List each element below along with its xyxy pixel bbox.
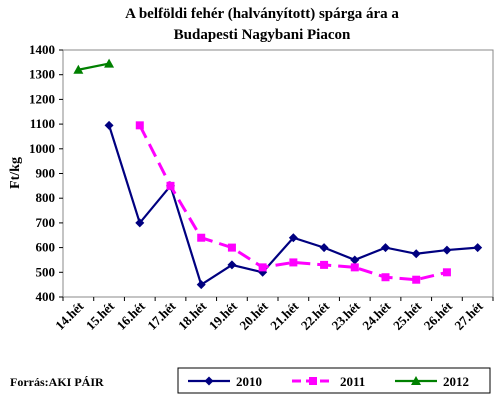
y-tick-label: 400 [36,289,56,304]
chart-title-line-1: A belföldi fehér (halványított) spárga á… [125,6,399,22]
data-point-2011 [350,263,359,272]
x-tick-label: 18.hét [175,298,210,333]
data-point-2010 [288,233,298,243]
legend-marker-2011 [309,377,317,385]
x-tick-label: 14.hét [52,298,87,333]
data-point-2012 [104,58,115,68]
data-point-2011 [197,233,206,242]
y-tick-label: 1000 [29,141,55,156]
x-tick-label: 20.hét [236,298,271,333]
data-point-2010 [473,243,483,253]
x-tick-label: 27.hét [451,298,486,333]
x-tick-label: 17.hét [144,298,179,333]
series-2012 [73,58,115,74]
legend-marker-2012 [411,376,421,385]
data-point-2012 [73,64,84,74]
data-point-2011 [166,181,175,190]
y-tick-label: 500 [36,264,56,279]
y-tick-label: 1100 [30,116,55,131]
y-tick-label: 600 [36,240,56,255]
data-point-2010 [104,120,114,130]
data-point-2011 [258,263,267,272]
data-point-2011 [227,243,236,252]
x-tick-label: 26.hét [421,298,456,333]
y-axis-label: Ft/kg [8,157,23,189]
legend-marker-2010 [204,376,214,386]
data-point-2011 [442,268,451,277]
x-tick-label: 19.hét [206,298,241,333]
y-tick-label: 900 [36,166,56,181]
y-tick-label: 800 [36,190,56,205]
data-point-2011 [320,260,329,269]
legend: 2010 2011 2012 [177,367,491,394]
data-point-2011 [289,258,298,267]
legend-label-2011: 2011 [340,374,365,389]
x-tick-label: 24.hét [359,298,394,333]
data-point-2010 [135,218,145,228]
y-tick-label: 700 [36,215,56,230]
y-tick-label: 1400 [29,42,55,57]
data-point-2011 [135,121,144,130]
series-2011 [135,121,451,284]
x-tick-label: 21.hét [267,298,302,333]
y-tick-label: 1300 [29,67,55,82]
x-tick-label: 16.hét [114,298,149,333]
data-point-2010 [227,260,237,270]
y-tick-label: 1200 [29,91,55,106]
plot-area [62,49,494,298]
data-point-2010 [381,243,390,253]
series-layer [73,58,483,290]
data-point-2010 [196,280,206,290]
source-note: Forrás:AKI PÁIR [10,375,104,389]
data-point-2010 [350,255,360,265]
series-line-2012 [78,62,110,71]
series-line-2011 [138,124,448,282]
data-point-2010 [411,249,421,259]
x-tick-label: 23.hét [329,298,364,333]
legend-label-2012: 2012 [443,374,469,389]
data-point-2010 [319,243,329,253]
chart-title-line-2: Budapesti Nagybani Piacon [174,27,351,43]
data-point-2011 [381,273,390,282]
x-tick-label: 15.hét [83,298,118,333]
x-tick-label: 25.hét [390,298,425,333]
data-point-2010 [442,245,452,255]
legend-label-2010: 2010 [236,374,262,389]
plot-border [62,49,494,298]
data-point-2011 [412,275,421,284]
y-axis-ticks: 400 500 600 700 800 900 1000 1100 1200 1300 1400 [29,42,63,304]
x-axis-ticks: 14.hét15.hét16.hét17.hét18.hét19.hét20.h… [52,297,494,333]
x-tick-label: 22.hét [298,298,333,333]
